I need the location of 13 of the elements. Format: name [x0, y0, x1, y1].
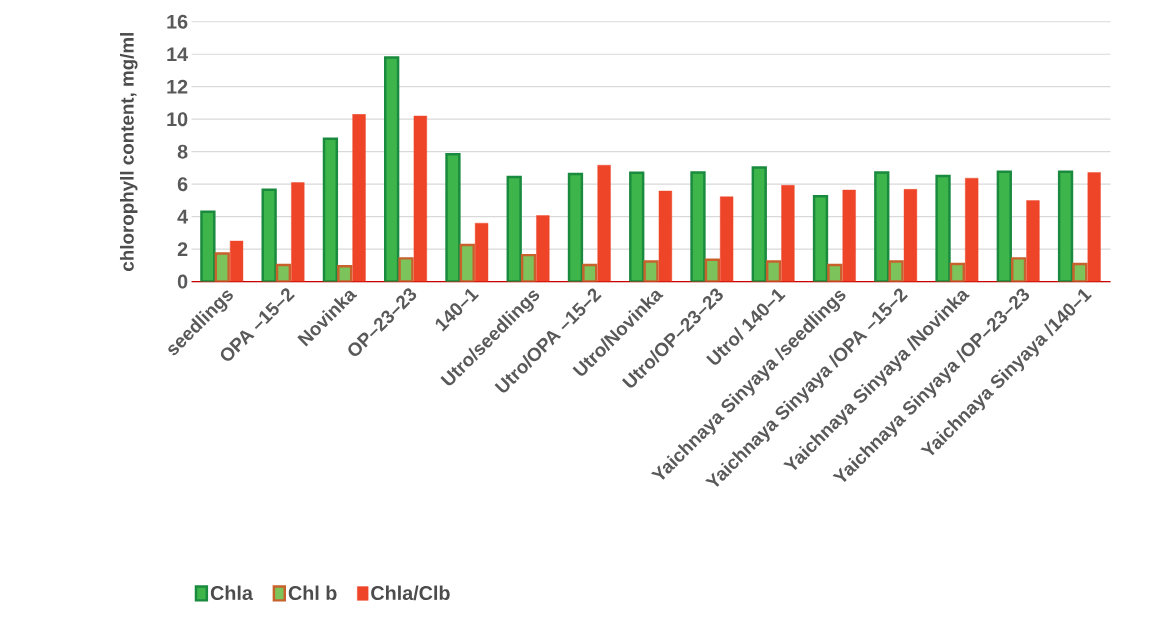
y-tick-label: 14 [167, 47, 188, 62]
y-axis-title: chlorophyll content, mg/ml [119, 33, 138, 272]
legend-label: Chla [210, 585, 254, 601]
y-tick-label: 16 [167, 14, 188, 29]
y-tick-label: 0 [177, 274, 188, 289]
y-tick-label: 4 [177, 210, 188, 224]
y-tick-label: 12 [167, 80, 188, 94]
y-tick-label: 10 [167, 112, 188, 127]
y-tick-label: 6 [177, 177, 188, 192]
legend-label: Chl b [288, 585, 337, 601]
y-tick-label: 8 [177, 144, 188, 159]
legend-label: Chla/Clb [371, 585, 450, 601]
y-tick-label: 2 [177, 242, 188, 257]
